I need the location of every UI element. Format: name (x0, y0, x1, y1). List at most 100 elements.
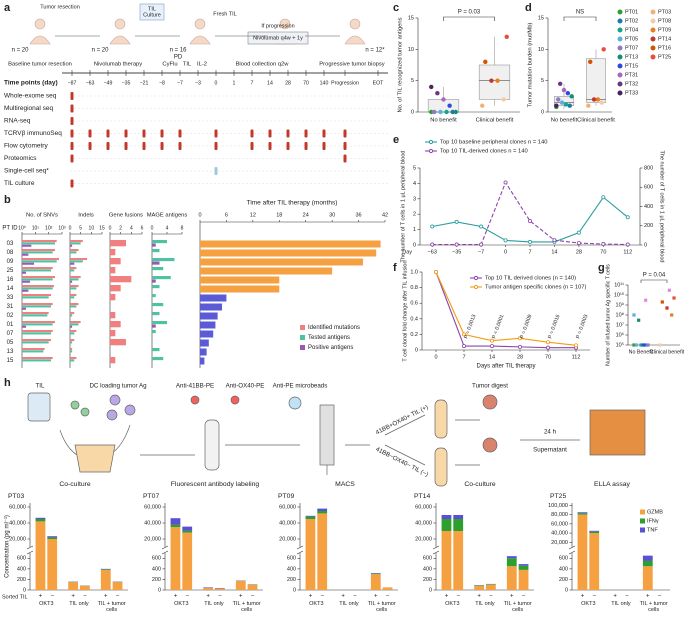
panel-label: h (4, 377, 11, 389)
day-label: −8 (159, 80, 165, 86)
legend-label: PT33 (625, 90, 638, 96)
top-label: Tumor resection (40, 4, 80, 10)
bar (200, 276, 280, 284)
x-tick-label: 5 (79, 225, 82, 231)
bar (22, 276, 56, 279)
x-tick-label: 36 (356, 212, 362, 218)
y-axis-label: Concentration (pg ml⁻¹) (5, 515, 11, 578)
y-tick-label: 15 (408, 15, 414, 21)
group-label: TIL + tumor cells (640, 601, 668, 613)
day-label: 28 (285, 80, 291, 86)
stage-label: Fluorescent antibody labeling (171, 481, 260, 488)
x-tick-label: + (477, 594, 481, 600)
day-label: Progression (331, 80, 359, 86)
y-tick-label: 5 (413, 165, 416, 171)
bar (22, 330, 53, 333)
bar-segment (441, 519, 452, 531)
axis-break (26, 550, 34, 555)
count: n = 16 (170, 48, 188, 54)
sample-icon (70, 92, 74, 100)
point (453, 109, 458, 115)
bar-segment (518, 569, 529, 590)
bar (70, 287, 77, 290)
y-tick-label: 800 (644, 165, 653, 171)
x-tick-label: 10³ (58, 225, 66, 231)
bar (152, 324, 156, 328)
x-tick-label: 10 (89, 225, 95, 231)
pt-id: 07 (7, 331, 14, 337)
y-tick-label: 400 (423, 566, 432, 572)
bar (22, 312, 49, 315)
axis-break (568, 550, 576, 555)
axis-break (161, 550, 169, 555)
sample-icon (142, 142, 146, 150)
bar (152, 312, 160, 316)
y-axis-label: The number of T cells in 1 μL peripheral… (400, 151, 406, 263)
bar (22, 260, 57, 263)
bar (70, 357, 77, 360)
group-label: TIL only (611, 601, 631, 607)
bar-segment (100, 569, 111, 590)
x-tick-label: 12 (250, 212, 256, 218)
y-tick-label: 200 (17, 577, 26, 583)
bar (152, 303, 164, 307)
bar (110, 267, 116, 274)
y-tick-label: 0 (158, 587, 161, 593)
pt-id: 09 (7, 259, 14, 265)
bar (110, 294, 116, 301)
y-tick-label: 600 (423, 556, 432, 562)
bar (70, 332, 75, 335)
bar (70, 314, 73, 317)
panel-h-art (27, 392, 646, 487)
pt-id: 14 (7, 286, 14, 292)
bar (22, 258, 60, 261)
bar (70, 244, 73, 247)
chart-title: PT07 (143, 493, 159, 500)
x-tick-label: 10¹ (32, 225, 40, 231)
x-tick-label: + (239, 594, 243, 600)
bar-segment (642, 560, 653, 567)
legend-label: Positive antigens (308, 345, 353, 351)
point (450, 109, 455, 115)
bar (70, 260, 83, 263)
sample-icon (268, 142, 272, 150)
bar (200, 330, 214, 338)
sample-icon (250, 129, 254, 138)
point (601, 47, 606, 52)
diagram-text: Anti-PE microbeads (273, 383, 328, 390)
y-tick-label: 40,000 (551, 531, 568, 537)
day-label: EOT (373, 80, 384, 86)
x-tick-label: − (456, 594, 460, 600)
bar (22, 321, 56, 324)
y-tick-label: 10⁹ (616, 301, 624, 308)
panel-label: e (393, 134, 399, 146)
point (563, 102, 569, 107)
marker (528, 239, 533, 244)
x-tick-label: 4 (130, 225, 133, 231)
top-label: TIL (148, 6, 156, 12)
marker (454, 219, 459, 224)
diagram-text: Supernatant (533, 447, 567, 454)
bar-segment (453, 519, 464, 531)
y-tick-label: 400 (152, 566, 161, 572)
bar (70, 296, 75, 299)
legend-label: PT04 (625, 27, 638, 33)
x-tick-label: + (581, 594, 585, 600)
bracket (640, 279, 668, 283)
legend-label: Tumor antigen specific clones (n = 107) (485, 285, 587, 291)
legend-marker (473, 275, 479, 281)
y-axis-label: No. of TIL recognized tumor antigens (398, 17, 404, 112)
bar (110, 258, 121, 265)
day-label: 1 (233, 80, 236, 86)
x-tick-label: − (116, 594, 120, 600)
marker (489, 338, 494, 343)
bar (152, 258, 175, 262)
bar (22, 271, 27, 274)
point (632, 313, 636, 317)
point (441, 97, 446, 102)
bar (200, 312, 218, 320)
marker (430, 224, 435, 229)
sample-icon (70, 117, 74, 125)
header: PT ID (2, 226, 18, 232)
